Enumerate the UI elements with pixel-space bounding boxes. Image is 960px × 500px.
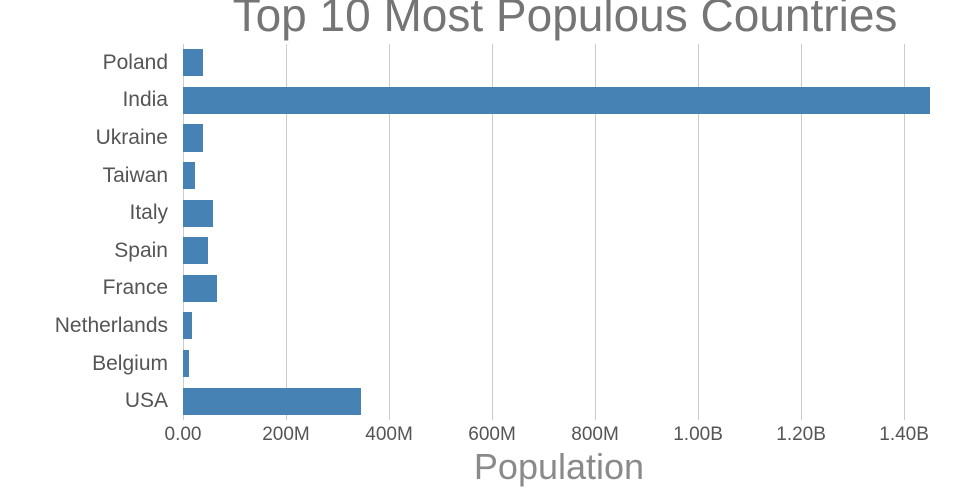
gridline	[801, 44, 803, 420]
gridline	[492, 44, 494, 420]
category-label: Ukraine	[95, 125, 168, 149]
bar	[183, 274, 217, 302]
category-label: USA	[124, 389, 168, 413]
bar	[183, 312, 193, 340]
bar-row	[183, 44, 935, 82]
category-label: France	[102, 276, 168, 300]
y-axis-category-labels: Poland India Ukraine Taiwan Italy Spain France…	[0, 44, 176, 420]
category-label: Taiwan	[102, 163, 168, 187]
category-label: India	[122, 88, 168, 112]
bar	[183, 199, 214, 227]
category-label: Belgium	[92, 351, 168, 375]
bar	[183, 162, 195, 190]
x-axis-tick-labels: 0.00 200M 400M 600M 800M 1.00B 1.20B 1.40B	[165, 424, 935, 448]
bar-row	[183, 307, 935, 345]
category-label: Spain	[114, 238, 168, 262]
bar	[183, 86, 930, 114]
plot-area	[183, 44, 935, 420]
bar-row	[183, 119, 935, 157]
bar-row	[183, 382, 935, 420]
gridline	[904, 44, 906, 420]
bar-row	[183, 82, 935, 120]
x-tick-label: 200M	[262, 424, 310, 445]
bar-row	[183, 194, 935, 232]
bar-row	[183, 157, 935, 195]
gridline	[389, 44, 391, 420]
x-tick-label: 0.00	[164, 424, 202, 445]
bar	[183, 387, 361, 415]
bar-series	[183, 44, 935, 420]
gridline	[286, 44, 287, 420]
x-tick-label: 400M	[365, 424, 413, 445]
category-label: Netherlands	[54, 313, 168, 337]
bar-row	[183, 232, 935, 270]
gridline	[183, 44, 184, 420]
bar-row	[183, 270, 935, 308]
x-axis-label: Population	[473, 446, 645, 487]
x-tick-label: 600M	[468, 424, 516, 445]
bar	[183, 350, 190, 378]
bar	[183, 49, 203, 77]
bar-row	[183, 345, 935, 383]
gridline	[698, 44, 700, 420]
x-tick-label: 1.40B	[879, 424, 929, 445]
category-label: Italy	[129, 201, 168, 225]
chart-title: Top 10 Most Populous Countries	[232, 0, 898, 41]
x-tick-label: 1.20B	[776, 424, 826, 445]
x-tick-label: 1.00B	[673, 424, 723, 445]
x-tick-label: 800M	[571, 424, 619, 445]
bar	[183, 124, 203, 152]
gridline	[595, 44, 597, 420]
bar	[183, 237, 208, 265]
category-label: Poland	[102, 50, 168, 74]
